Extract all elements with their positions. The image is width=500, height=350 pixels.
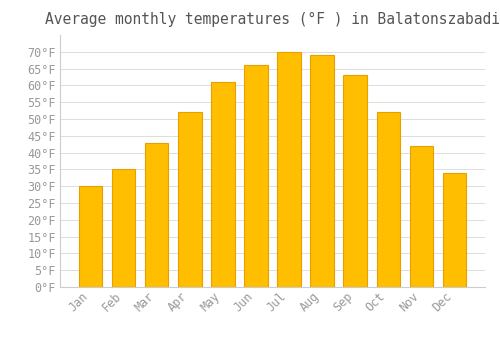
Bar (112, 169, 136, 287)
Bar (212, 82, 234, 287)
Bar (344, 75, 366, 287)
Bar (178, 112, 202, 287)
Bar (376, 112, 400, 287)
Bar (146, 142, 169, 287)
Bar (278, 52, 300, 287)
Bar (310, 55, 334, 287)
Bar (410, 146, 432, 287)
Title: Average monthly temperatures (°F ) in Balatonszabadi: Average monthly temperatures (°F ) in Ba… (45, 12, 500, 27)
Bar (80, 186, 102, 287)
Bar (244, 65, 268, 287)
Bar (442, 173, 466, 287)
